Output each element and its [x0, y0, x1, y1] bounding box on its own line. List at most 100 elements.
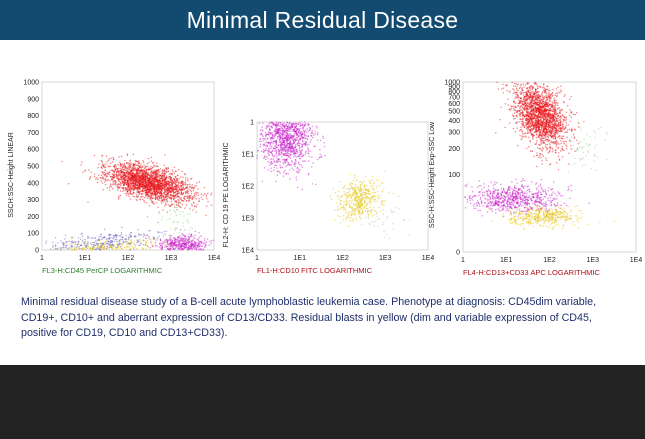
event-dot: [317, 132, 319, 134]
event-dot: [146, 163, 149, 165]
event-dot: [197, 194, 200, 197]
event-dot: [290, 164, 292, 166]
event-dot: [172, 192, 174, 194]
event-dot: [66, 244, 68, 247]
event-dot: [315, 125, 318, 127]
event-dot: [54, 243, 57, 246]
event-dot: [151, 244, 154, 246]
event-dot: [107, 159, 110, 161]
event-dot: [179, 240, 182, 242]
event-dot: [136, 160, 138, 162]
event-dot: [139, 171, 142, 174]
event-dot: [189, 213, 192, 215]
event-dot: [156, 172, 159, 175]
event-dot: [111, 237, 113, 239]
event-dot: [285, 165, 287, 168]
event-dot: [333, 219, 336, 222]
event-dot: [177, 169, 180, 171]
event-dot: [267, 124, 270, 126]
event-dot: [203, 240, 206, 242]
event-dot: [302, 155, 304, 157]
event-dot: [176, 244, 179, 246]
event-dot: [147, 172, 150, 175]
event-dot: [100, 238, 103, 240]
y-tick-label: 700: [27, 130, 39, 137]
event-dot: [128, 168, 131, 170]
event-dot: [353, 177, 356, 179]
event-dot: [171, 194, 173, 197]
event-dot: [279, 137, 282, 139]
event-dot: [128, 246, 131, 248]
event-dot: [298, 168, 300, 171]
event-dot: [118, 183, 121, 186]
event-dot: [109, 236, 112, 239]
event-dot: [161, 169, 164, 171]
event-dot: [373, 224, 375, 227]
event-dot: [323, 145, 326, 148]
event-dot: [181, 239, 183, 241]
event-dot: [288, 133, 291, 135]
event-dot: [178, 196, 180, 198]
event-dot: [353, 214, 355, 217]
page-header: Minimal Residual Disease: [0, 0, 645, 40]
event-dot: [165, 177, 167, 180]
event-dot: [127, 167, 129, 169]
event-dot: [288, 152, 290, 155]
event-dot: [311, 130, 314, 132]
event-dot: [189, 208, 191, 210]
event-dot: [195, 182, 198, 184]
event-dot: [293, 161, 296, 164]
event-dot: [284, 169, 286, 172]
event-dot: [115, 181, 117, 184]
event-dot: [330, 198, 333, 200]
event-dot: [108, 171, 110, 173]
event-dot: [58, 247, 60, 249]
event-dot: [278, 154, 280, 156]
event-dot: [345, 194, 348, 197]
event-dot: [108, 186, 111, 189]
event-dot: [136, 184, 139, 187]
event-dot: [282, 149, 284, 151]
event-dot: [374, 209, 377, 212]
event-dot: [194, 196, 196, 198]
event-dot: [118, 173, 120, 175]
event-dot: [97, 239, 100, 241]
event-dot: [186, 192, 188, 194]
event-dot: [112, 238, 115, 240]
event-dot: [292, 150, 294, 152]
event-dot: [180, 189, 183, 191]
event-dot: [173, 172, 176, 174]
event-dot: [206, 197, 208, 200]
event-dot: [161, 245, 163, 248]
event-dot: [122, 190, 124, 192]
event-dot: [140, 239, 142, 241]
event-dot: [171, 245, 174, 248]
event-dot: [278, 133, 280, 136]
event-dot: [109, 185, 112, 187]
event-dot: [110, 176, 112, 178]
event-dot: [519, 86, 521, 88]
event-dot: [174, 184, 177, 186]
event-dot: [340, 195, 343, 197]
event-dot: [143, 170, 145, 172]
event-dot: [272, 143, 274, 145]
event-dot: [304, 154, 307, 156]
x-axis-label: FL1-H:CD10 FITC LOGARITHMIC: [257, 266, 373, 275]
event-dot: [193, 247, 195, 250]
event-dot: [169, 190, 172, 193]
event-dot: [93, 173, 96, 175]
event-dot: [150, 187, 152, 190]
event-dot: [151, 197, 153, 200]
event-dot: [358, 205, 361, 208]
event-dot: [145, 196, 147, 198]
event-dot: [184, 173, 187, 176]
event-dot: [352, 192, 354, 194]
event-dot: [120, 233, 123, 236]
event-dot: [163, 174, 166, 176]
event-dot: [182, 248, 184, 250]
event-dot: [124, 186, 126, 189]
event-dot: [161, 232, 163, 234]
event-dot: [301, 149, 303, 151]
event-dot: [140, 192, 143, 195]
event-dot: [169, 246, 172, 248]
